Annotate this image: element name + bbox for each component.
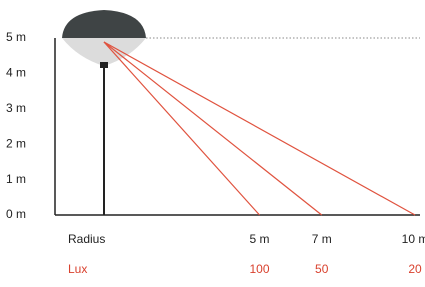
y-tick-label: 0 m [6,207,26,221]
diagram: Radius Lux 0 m 1 m 2 m 3 m 4 m 5 m 5 m 100 7 m 50… [0,0,425,282]
light-ray [104,42,415,215]
lux-value: 50 [315,262,329,276]
page: {"y_axis": {"ylim": [0, 5], "ticks": [ {… [0,0,425,282]
pole-cap [100,62,108,68]
radius-value: 7 m [312,232,332,246]
y-tick-label: 5 m [6,30,26,44]
lamp-head [62,10,146,38]
lux-value: 100 [249,262,269,276]
lux-label: Lux [68,262,87,276]
radius-label: Radius [68,232,105,246]
y-tick-label: 2 m [6,136,26,150]
radius-value: 10 m [402,232,425,246]
lux-value: 20 [408,262,422,276]
y-tick-label: 3 m [6,101,26,115]
y-tick-label: 1 m [6,172,26,186]
radius-value: 5 m [249,232,269,246]
y-tick-label: 4 m [6,66,26,80]
light-ray [104,42,322,215]
light-ray [104,42,260,215]
